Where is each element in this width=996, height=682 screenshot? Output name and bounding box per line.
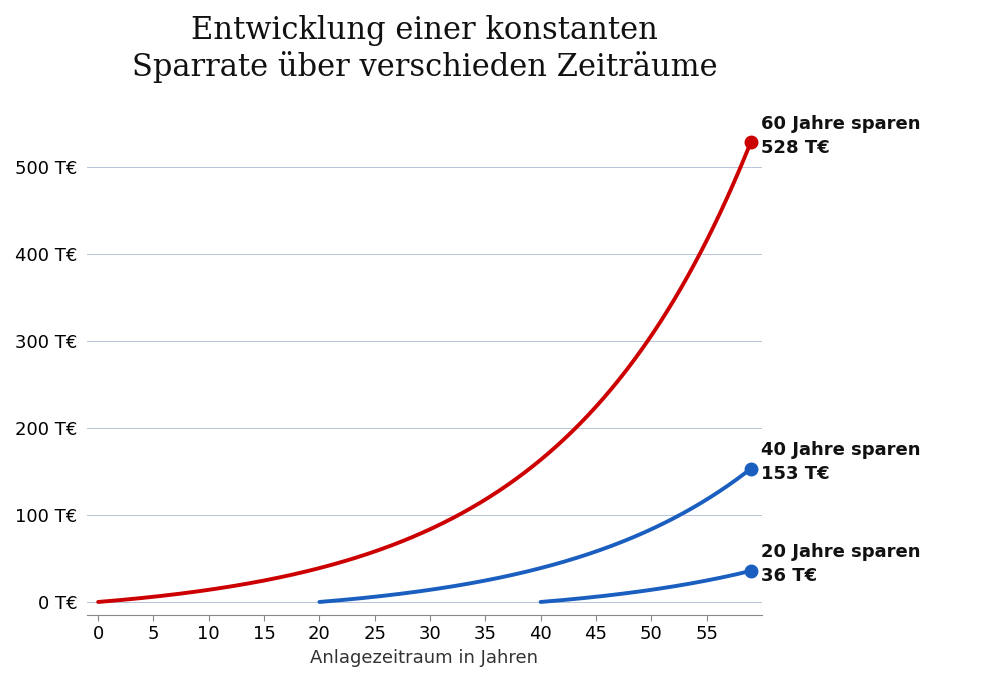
Title: Entwicklung einer konstanten
Sparrate über verschieden Zeiträume: Entwicklung einer konstanten Sparrate üb… <box>131 15 717 83</box>
Text: 60 Jahre sparen: 60 Jahre sparen <box>761 115 920 133</box>
Text: 20 Jahre sparen: 20 Jahre sparen <box>761 544 920 561</box>
Text: 528 T€: 528 T€ <box>761 138 830 157</box>
Text: 36 T€: 36 T€ <box>761 567 817 585</box>
Text: 153 T€: 153 T€ <box>761 465 830 484</box>
Text: 40 Jahre sparen: 40 Jahre sparen <box>761 441 920 460</box>
X-axis label: Anlagezeitraum in Jahren: Anlagezeitraum in Jahren <box>311 649 539 667</box>
